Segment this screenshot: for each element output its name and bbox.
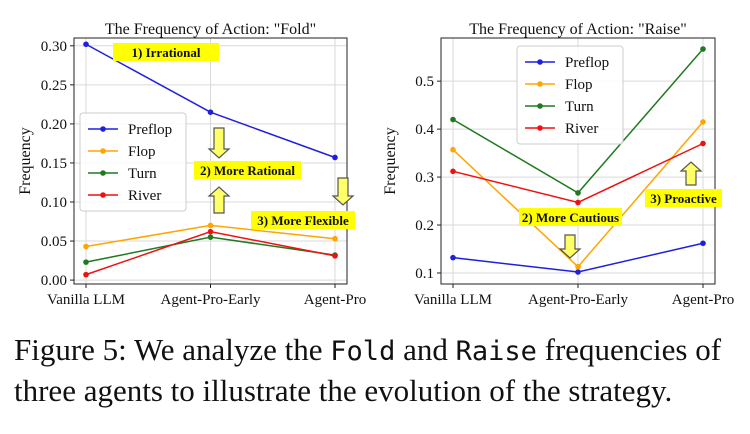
data-point-preflop [83, 41, 89, 48]
caption-code-fold: Fold [330, 336, 396, 367]
data-point-turn [450, 116, 456, 123]
legend-label: Turn [565, 99, 594, 115]
arrow-down-icon [207, 127, 231, 159]
data-point-flop [575, 263, 581, 270]
y-axis-label: Frequency [17, 127, 34, 195]
x-tick-label: Vanilla LLM [414, 292, 492, 308]
figure-caption: Figure 5: We analyze the Fold and Raise … [14, 330, 744, 410]
legend-label: Turn [128, 166, 157, 182]
caption-text-2: and [395, 332, 456, 367]
annotation-more-flexible-bg [251, 211, 355, 229]
data-point-flop [332, 235, 338, 242]
legend-marker [537, 125, 543, 131]
chart-title: The Frequency of Action: "Raise" [469, 21, 686, 38]
data-point-flop [83, 243, 89, 250]
y-tick-label: 0.15 [41, 156, 67, 172]
annotation-more-cautious-bg [519, 208, 622, 226]
arrow-up-icon [207, 186, 231, 214]
annotation-more-rational: 2) More Rational [200, 163, 295, 178]
legend-marker [100, 192, 106, 198]
data-point-flop [700, 119, 706, 125]
x-tick-label: Vanilla LLM [47, 292, 125, 308]
chart-panel-raise: 0.1 0.2 0.3 0.4 0.5 Vanilla LLM Agent-Pro-Earl… [382, 21, 734, 308]
legend-label: River [128, 188, 161, 204]
arrow-down-icon [331, 177, 355, 206]
legend-label: River [565, 121, 598, 137]
y-tick-label: 0.05 [41, 234, 67, 250]
legend-marker [100, 148, 106, 154]
data-point-river [332, 253, 338, 259]
y-tick-label: 0.10 [41, 195, 67, 211]
legend-marker [537, 81, 543, 87]
data-point-river [83, 271, 89, 278]
y-tick-label: 0.5 [415, 74, 434, 90]
chart-panel-fold: 0.00 0.05 0.10 0.15 0.20 0.25 0.30 Vanilla LLM A… [17, 21, 366, 308]
legend-label: Flop [565, 77, 593, 93]
y-tick-label: 0.2 [415, 218, 434, 234]
data-point-river [450, 168, 456, 175]
legend-label: Preflop [565, 55, 609, 71]
legend-marker [100, 170, 106, 176]
annotation-more-flexible: 3) More Flexible [257, 213, 349, 228]
figure-charts: 0.00 0.05 0.10 0.15 0.20 0.25 0.30 Vanilla LLM A… [17, 21, 734, 308]
y-tick-label: 0.30 [41, 39, 67, 55]
data-point-preflop [332, 154, 338, 161]
data-point-turn [83, 259, 89, 265]
data-point-turn [575, 190, 581, 196]
caption-text-1: Figure 5: We analyze the [14, 332, 331, 367]
data-point-preflop [575, 269, 581, 275]
annotation-irrational: 1) Irrational [132, 45, 201, 60]
y-tick-label: 0.3 [415, 170, 434, 186]
x-tick-label: Agent-Pro-Early [161, 292, 261, 308]
arrow-up-icon [679, 161, 703, 186]
y-tick-label: 0.00 [41, 273, 67, 289]
data-point-flop [450, 146, 456, 153]
legend-box [516, 45, 624, 145]
data-point-preflop [207, 109, 214, 115]
y-tick-label: 0.4 [415, 122, 434, 138]
caption-text-3: frequencies of three agents to illustrat… [14, 332, 722, 408]
annotation-proactive: 3) Proactive [650, 191, 717, 206]
y-axis-label: Frequency [382, 127, 399, 195]
arrow-down-icon [558, 234, 582, 259]
legend-label: Flop [128, 144, 156, 160]
data-point-preflop [450, 254, 456, 261]
data-point-preflop [700, 240, 706, 247]
data-point-river [575, 199, 581, 206]
x-tick-label: Agent-Pro-Early [528, 292, 628, 308]
y-tick-label: 0.20 [41, 117, 67, 133]
data-point-turn [700, 46, 706, 52]
legend-box [79, 112, 187, 212]
data-point-turn [207, 234, 214, 240]
legend: Preflop Flop Turn River [516, 45, 624, 145]
data-point-river [700, 140, 706, 147]
data-point-flop [207, 222, 214, 229]
annotation-more-cautious: 2) More Cautious [522, 210, 619, 225]
legend-label: Preflop [128, 122, 172, 138]
annotation-proactive-bg [645, 189, 722, 207]
annotation-more-rational-bg [194, 161, 301, 179]
legend-marker [100, 126, 106, 132]
x-tick-label: Agent-Pro [304, 292, 367, 308]
legend-marker [537, 59, 543, 65]
y-tick-label: 0.25 [41, 78, 67, 94]
chart-title: The Frequency of Action: "Fold" [105, 21, 316, 38]
legend: Preflop Flop Turn River [79, 112, 187, 212]
legend-marker [537, 103, 543, 109]
data-point-river [207, 228, 214, 235]
annotation-irrational-bg [113, 43, 219, 61]
x-tick-label: Agent-Pro [672, 292, 735, 308]
y-tick-label: 0.1 [415, 266, 434, 282]
caption-code-raise: Raise [455, 336, 537, 367]
